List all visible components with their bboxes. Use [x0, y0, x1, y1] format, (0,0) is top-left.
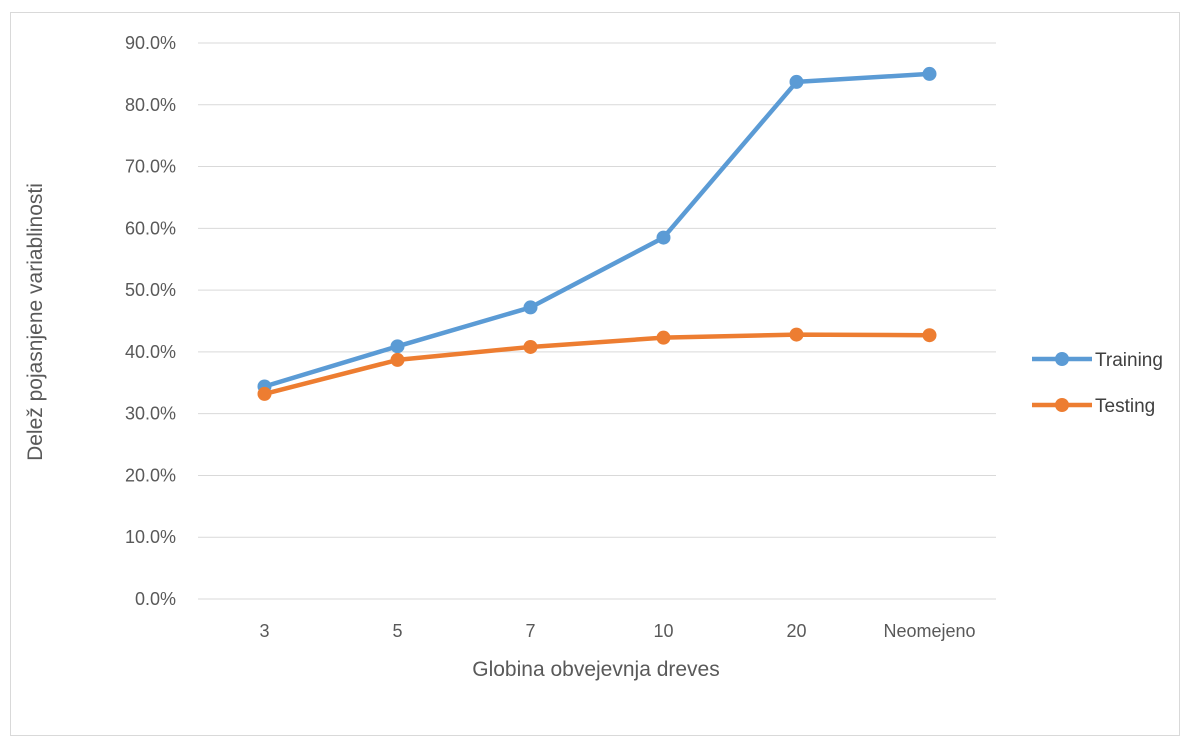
- y-tick-label: 90.0%: [125, 33, 176, 53]
- series-testing: [257, 327, 937, 401]
- data-point: [789, 327, 804, 342]
- y-tick-label: 10.0%: [125, 527, 176, 547]
- legend-item: Testing: [1032, 396, 1155, 417]
- data-point: [656, 330, 671, 345]
- y-tick-label: 60.0%: [125, 218, 176, 238]
- legend-item: Training: [1032, 350, 1163, 371]
- x-tick-label: 5: [392, 621, 402, 641]
- x-tick-label: 10: [653, 621, 673, 641]
- x-tick-label: 20: [786, 621, 806, 641]
- data-point: [922, 66, 937, 81]
- y-tick-label: 80.0%: [125, 95, 176, 115]
- legend-marker: [1055, 398, 1069, 412]
- data-point: [390, 352, 405, 367]
- gridlines: [198, 42, 996, 600]
- legend-label: Testing: [1095, 396, 1155, 417]
- y-tick-label: 30.0%: [125, 404, 176, 424]
- y-axis-ticks: 0.0% 10.0% 20.0% 30.0% 40.0% 50.0% 60.0% 70.0% 8…: [125, 33, 176, 609]
- data-point: [523, 339, 538, 354]
- x-axis-title: Globina obvejevnja dreves: [472, 658, 720, 681]
- data-point: [656, 230, 671, 245]
- y-axis-title: Delež pojasnjene variablinosti: [24, 183, 47, 461]
- x-tick-label: 7: [525, 621, 535, 641]
- y-tick-label: 50.0%: [125, 280, 176, 300]
- x-tick-label: 3: [259, 621, 269, 641]
- series-line: [262, 332, 932, 397]
- legend-marker: [1055, 352, 1069, 366]
- y-tick-label: 70.0%: [125, 157, 176, 177]
- x-tick-label: Neomejeno: [883, 621, 975, 641]
- legend: Training Testing: [1032, 350, 1163, 417]
- y-tick-label: 0.0%: [135, 589, 176, 609]
- data-point: [789, 74, 804, 89]
- chart-frame: [10, 12, 1180, 736]
- x-axis-ticks: 3 5 7 10 20 Neomejeno: [259, 621, 975, 641]
- data-point: [922, 328, 937, 343]
- data-point: [390, 339, 405, 354]
- data-point: [257, 386, 272, 401]
- y-tick-label: 40.0%: [125, 342, 176, 362]
- data-point: [523, 300, 538, 315]
- series-layer: [257, 66, 937, 401]
- legend-label: Training: [1095, 350, 1163, 371]
- series-line: [262, 71, 932, 389]
- y-tick-label: 20.0%: [125, 465, 176, 485]
